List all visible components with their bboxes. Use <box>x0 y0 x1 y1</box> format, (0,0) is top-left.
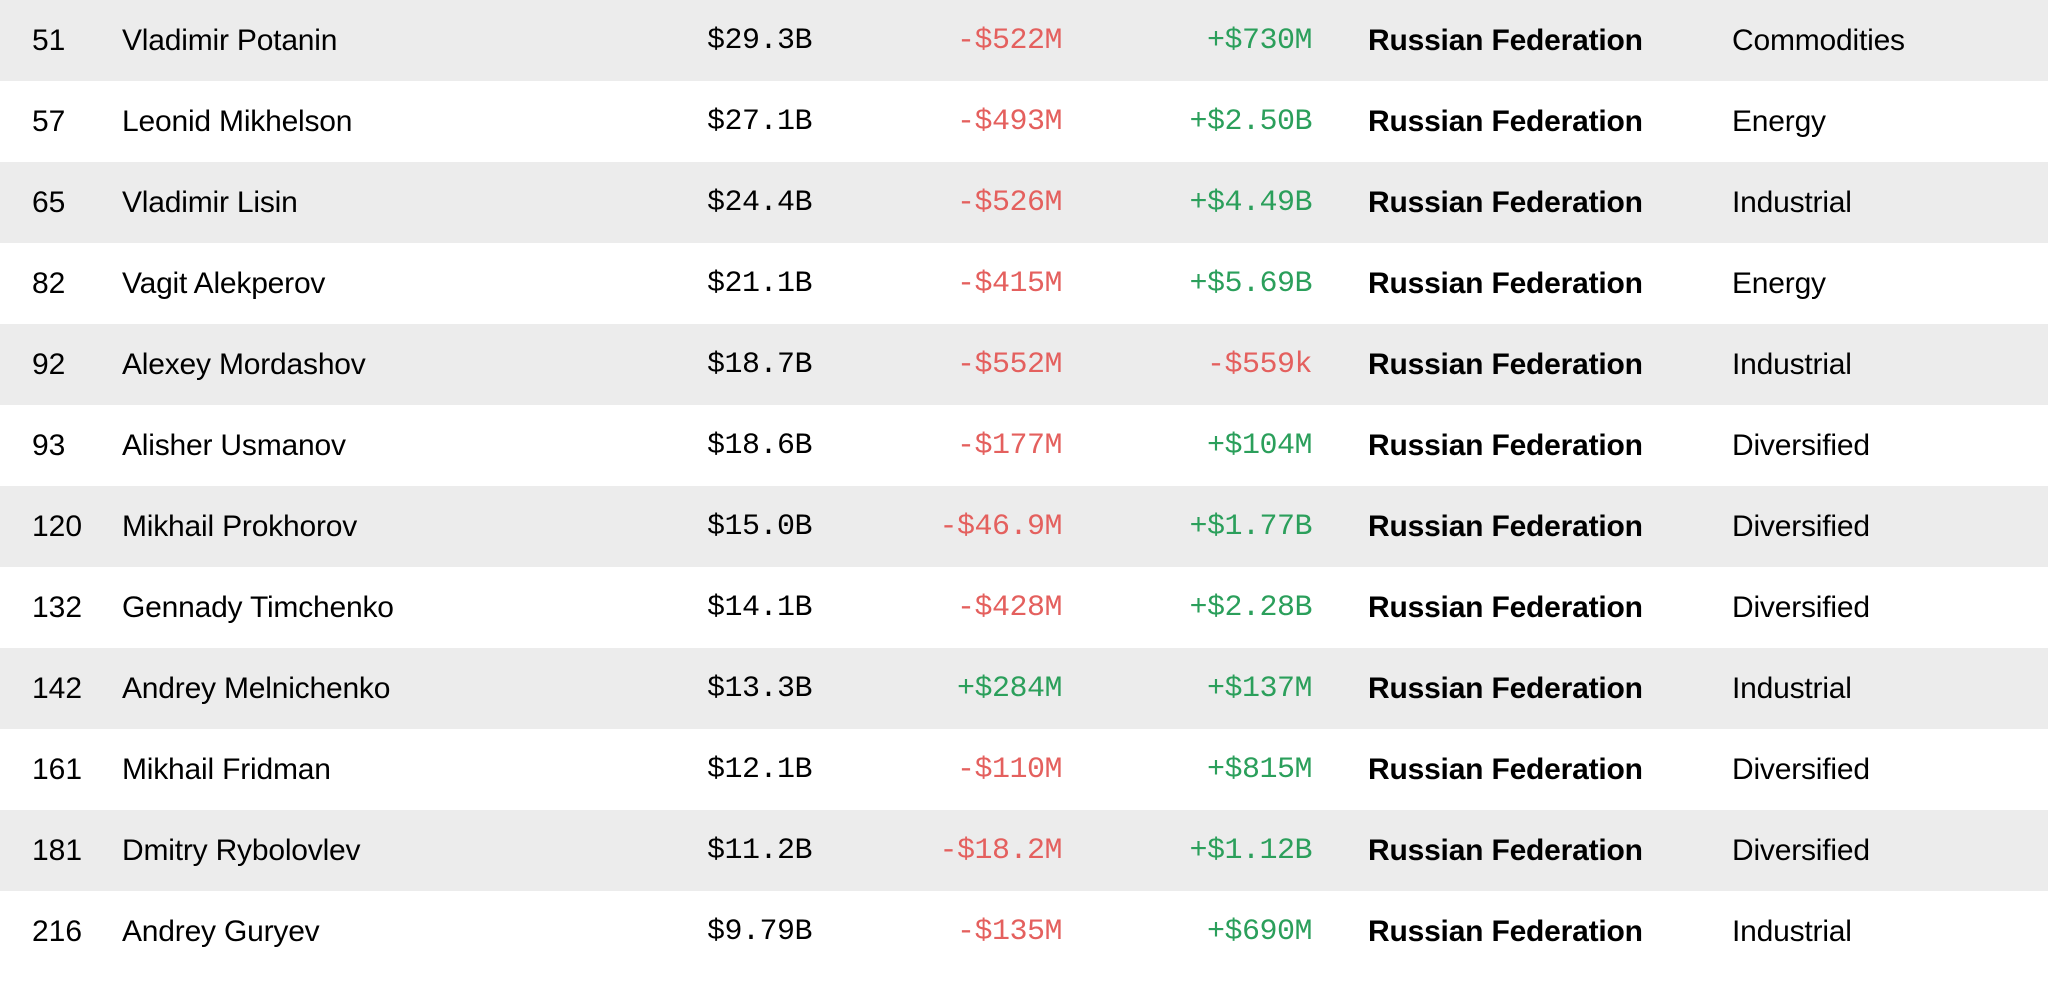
industry-cell: Diversified <box>1702 836 2002 866</box>
net-worth-cell: $24.4B <box>612 188 812 218</box>
table-row: 132Gennady Timchenko$14.1B-$428M+$2.28BR… <box>0 567 2048 648</box>
ytd-change-cell: +$4.49B <box>1062 188 1312 218</box>
ytd-change-cell: +$2.28B <box>1062 593 1312 623</box>
industry-cell: Diversified <box>1702 755 2002 785</box>
table-row: 161Mikhail Fridman$12.1B-$110M+$815MRuss… <box>0 729 2048 810</box>
country-cell: Russian Federation <box>1312 269 1702 299</box>
ytd-change-cell: +$1.12B <box>1062 836 1312 866</box>
rank-cell: 93 <box>32 431 122 461</box>
name-cell: Dmitry Rybolovlev <box>122 836 612 866</box>
rank-cell: 82 <box>32 269 122 299</box>
rank-cell: 57 <box>32 107 122 137</box>
ytd-change-cell: +$815M <box>1062 755 1312 785</box>
net-worth-cell: $14.1B <box>612 593 812 623</box>
ytd-change-cell: +$5.69B <box>1062 269 1312 299</box>
last-change-cell: -$177M <box>812 431 1062 461</box>
name-cell: Alisher Usmanov <box>122 431 612 461</box>
ytd-change-cell: +$1.77B <box>1062 512 1312 542</box>
net-worth-cell: $15.0B <box>612 512 812 542</box>
table-row: 216Andrey Guryev$9.79B-$135M+$690MRussia… <box>0 891 2048 972</box>
last-change-cell: -$135M <box>812 917 1062 947</box>
table-row: 57Leonid Mikhelson$27.1B-$493M+$2.50BRus… <box>0 81 2048 162</box>
net-worth-cell: $11.2B <box>612 836 812 866</box>
country-cell: Russian Federation <box>1312 350 1702 380</box>
industry-cell: Diversified <box>1702 593 2002 623</box>
industry-cell: Energy <box>1702 269 2002 299</box>
table-row: 51Vladimir Potanin$29.3B-$522M+$730MRuss… <box>0 0 2048 81</box>
country-cell: Russian Federation <box>1312 188 1702 218</box>
rank-cell: 142 <box>32 674 122 704</box>
industry-cell: Energy <box>1702 107 2002 137</box>
industry-cell: Industrial <box>1702 917 2002 947</box>
country-cell: Russian Federation <box>1312 431 1702 461</box>
last-change-cell: -$428M <box>812 593 1062 623</box>
ytd-change-cell: +$690M <box>1062 917 1312 947</box>
name-cell: Andrey Melnichenko <box>122 674 612 704</box>
industry-cell: Diversified <box>1702 431 2002 461</box>
rank-cell: 132 <box>32 593 122 623</box>
last-change-cell: -$526M <box>812 188 1062 218</box>
last-change-cell: +$284M <box>812 674 1062 704</box>
net-worth-cell: $12.1B <box>612 755 812 785</box>
table-row: 65Vladimir Lisin$24.4B-$526M+$4.49BRussi… <box>0 162 2048 243</box>
table-row: 92Alexey Mordashov$18.7B-$552M-$559kRuss… <box>0 324 2048 405</box>
ytd-change-cell: +$104M <box>1062 431 1312 461</box>
net-worth-cell: $21.1B <box>612 269 812 299</box>
rank-cell: 92 <box>32 350 122 380</box>
last-change-cell: -$110M <box>812 755 1062 785</box>
rank-cell: 65 <box>32 188 122 218</box>
net-worth-cell: $29.3B <box>612 26 812 56</box>
country-cell: Russian Federation <box>1312 674 1702 704</box>
table-row: 82Vagit Alekperov$21.1B-$415M+$5.69BRuss… <box>0 243 2048 324</box>
country-cell: Russian Federation <box>1312 836 1702 866</box>
last-change-cell: -$415M <box>812 269 1062 299</box>
last-change-cell: -$552M <box>812 350 1062 380</box>
country-cell: Russian Federation <box>1312 512 1702 542</box>
name-cell: Gennady Timchenko <box>122 593 612 623</box>
net-worth-cell: $9.79B <box>612 917 812 947</box>
billionaires-table: 51Vladimir Potanin$29.3B-$522M+$730MRuss… <box>0 0 2048 972</box>
industry-cell: Industrial <box>1702 350 2002 380</box>
name-cell: Vladimir Lisin <box>122 188 612 218</box>
ytd-change-cell: -$559k <box>1062 350 1312 380</box>
last-change-cell: -$18.2M <box>812 836 1062 866</box>
last-change-cell: -$46.9M <box>812 512 1062 542</box>
table-row: 142Andrey Melnichenko$13.3B+$284M+$137MR… <box>0 648 2048 729</box>
industry-cell: Commodities <box>1702 26 2002 56</box>
net-worth-cell: $27.1B <box>612 107 812 137</box>
last-change-cell: -$522M <box>812 26 1062 56</box>
country-cell: Russian Federation <box>1312 26 1702 56</box>
industry-cell: Diversified <box>1702 512 2002 542</box>
table-row: 120Mikhail Prokhorov$15.0B-$46.9M+$1.77B… <box>0 486 2048 567</box>
rank-cell: 161 <box>32 755 122 785</box>
name-cell: Andrey Guryev <box>122 917 612 947</box>
name-cell: Vladimir Potanin <box>122 26 612 56</box>
last-change-cell: -$493M <box>812 107 1062 137</box>
table-row: 93Alisher Usmanov$18.6B-$177M+$104MRussi… <box>0 405 2048 486</box>
ytd-change-cell: +$137M <box>1062 674 1312 704</box>
name-cell: Alexey Mordashov <box>122 350 612 380</box>
industry-cell: Industrial <box>1702 674 2002 704</box>
rank-cell: 181 <box>32 836 122 866</box>
country-cell: Russian Federation <box>1312 107 1702 137</box>
country-cell: Russian Federation <box>1312 755 1702 785</box>
table-row: 181Dmitry Rybolovlev$11.2B-$18.2M+$1.12B… <box>0 810 2048 891</box>
country-cell: Russian Federation <box>1312 593 1702 623</box>
industry-cell: Industrial <box>1702 188 2002 218</box>
ytd-change-cell: +$2.50B <box>1062 107 1312 137</box>
ytd-change-cell: +$730M <box>1062 26 1312 56</box>
net-worth-cell: $18.6B <box>612 431 812 461</box>
country-cell: Russian Federation <box>1312 917 1702 947</box>
name-cell: Vagit Alekperov <box>122 269 612 299</box>
name-cell: Mikhail Fridman <box>122 755 612 785</box>
net-worth-cell: $18.7B <box>612 350 812 380</box>
name-cell: Mikhail Prokhorov <box>122 512 612 542</box>
net-worth-cell: $13.3B <box>612 674 812 704</box>
rank-cell: 51 <box>32 26 122 56</box>
name-cell: Leonid Mikhelson <box>122 107 612 137</box>
rank-cell: 120 <box>32 512 122 542</box>
rank-cell: 216 <box>32 917 122 947</box>
